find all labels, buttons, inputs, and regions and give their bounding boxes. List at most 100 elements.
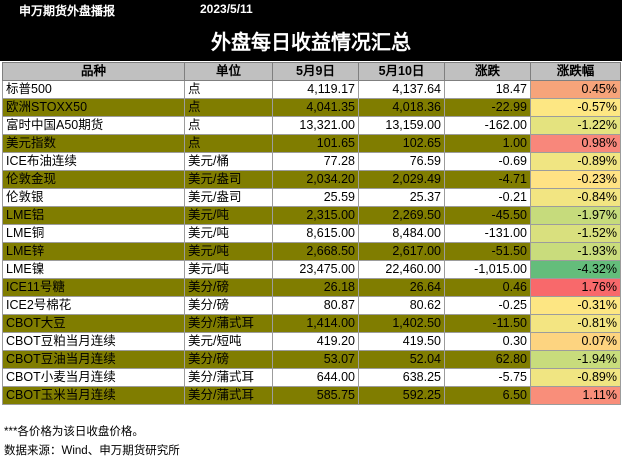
cell-change-pct: 0.07% — [530, 332, 621, 351]
cell-change: -5.75 — [444, 368, 531, 387]
cell-unit: 美元/吨 — [184, 260, 273, 279]
cell-day2-price: 2,617.00 — [358, 242, 445, 261]
cell-day1-price: 23,475.00 — [272, 260, 359, 279]
column-header-day1: 5月9日 — [272, 62, 359, 81]
cell-name: 欧洲STOXX50 — [2, 98, 185, 117]
cell-change: -4.71 — [444, 170, 531, 189]
cell-change-pct: -0.23% — [530, 170, 621, 189]
cell-name: 伦敦金现 — [2, 170, 185, 189]
cell-change-pct: 1.76% — [530, 278, 621, 297]
cell-day1-price: 419.20 — [272, 332, 359, 351]
column-header-name: 品种 — [2, 62, 185, 81]
cell-name: 富时中国A50期货 — [2, 116, 185, 135]
cell-day1-price: 2,034.20 — [272, 170, 359, 189]
table-row: 标普500 点 4,119.17 4,137.64 18.47 0.45% — [2, 80, 621, 99]
cell-unit: 美元/盎司 — [184, 170, 273, 189]
column-header-day2: 5月10日 — [358, 62, 445, 81]
cell-unit: 美分/磅 — [184, 278, 273, 297]
column-header-unit: 单位 — [184, 62, 273, 81]
cell-change: -0.25 — [444, 296, 531, 315]
cell-unit: 美分/蒲式耳 — [184, 314, 273, 333]
cell-name: 伦敦银 — [2, 188, 185, 207]
table-header-row: 品种 单位 5月9日 5月10日 涨跌 涨跌幅 — [2, 62, 621, 81]
cell-change-pct: -0.57% — [530, 98, 621, 117]
cell-name: 美元指数 — [2, 134, 185, 153]
cell-change-pct: -1.52% — [530, 224, 621, 243]
price-footnote: ***各价格为该日收盘价格。 — [4, 426, 144, 438]
cell-day1-price: 644.00 — [272, 368, 359, 387]
table-row: 美元指数点 101.65 102.65 1.00 0.98% — [2, 134, 621, 153]
cell-change-pct: -0.89% — [530, 152, 621, 171]
cell-day2-price: 76.59 — [358, 152, 445, 171]
cell-day2-price: 26.64 — [358, 278, 445, 297]
cell-day1-price: 2,668.50 — [272, 242, 359, 261]
cell-unit: 美元/桶 — [184, 152, 273, 171]
cell-unit: 美分/磅 — [184, 296, 273, 315]
cell-change-pct: -0.81% — [530, 314, 621, 333]
table-row: ICE布油连续 美元/桶 77.28 76.59 -0.69 -0.89% — [2, 152, 621, 171]
cell-name: CBOT豆粕当月连续 — [2, 332, 185, 351]
cell-day1-price: 13,321.00 — [272, 116, 359, 135]
cell-day2-price: 2,029.49 — [358, 170, 445, 189]
cell-day1-price: 80.87 — [272, 296, 359, 315]
cell-change-pct: -0.89% — [530, 368, 621, 387]
data-source-note: 数据来源：Wind、申万期货研究所 — [4, 445, 180, 457]
cell-day2-price: 4,137.64 — [358, 80, 445, 99]
cell-day2-price: 22,460.00 — [358, 260, 445, 279]
cell-day1-price: 26.18 — [272, 278, 359, 297]
cell-change-pct: 0.98% — [530, 134, 621, 153]
cell-name: CBOT小麦当月连续 — [2, 368, 185, 387]
table-row: LME铝 美元/吨 2,315.00 2,269.50 -45.50 -1.97% — [2, 206, 621, 225]
cell-day2-price: 13,159.00 — [358, 116, 445, 135]
table-row: ICE2号棉花 美分/磅 80.87 80.62 -0.25 -0.31% — [2, 296, 621, 315]
cell-day2-price: 638.25 — [358, 368, 445, 387]
cell-change: -51.50 — [444, 242, 531, 261]
cell-unit: 点 — [184, 116, 273, 135]
cell-unit: 美元/吨 — [184, 242, 273, 261]
cell-unit: 美元/吨 — [184, 224, 273, 243]
cell-day2-price: 80.62 — [358, 296, 445, 315]
report-header-bar: 申万期货外盘播报 2023/5/11 — [0, 0, 622, 19]
cell-name: CBOT豆油当月连续 — [2, 350, 185, 369]
table-row: CBOT大豆 美分/蒲式耳 1,414.00 1,402.50 -11.50 -0.81% — [2, 314, 621, 333]
cell-change: 62.80 — [444, 350, 531, 369]
table-row: LME锌 美元/吨 2,668.50 2,617.00 -51.50 -1.93% — [2, 242, 621, 261]
cell-change: -11.50 — [444, 314, 531, 333]
cell-change: -22.99 — [444, 98, 531, 117]
cell-change: 18.47 — [444, 80, 531, 99]
cell-unit: 点 — [184, 98, 273, 117]
company-name: 申万期货外盘播报 — [19, 4, 116, 18]
cell-name: CBOT玉米当月连续 — [2, 386, 185, 405]
table-row: 伦敦金现 美元/盎司 2,034.20 2,029.49 -4.71 -0.23% — [2, 170, 621, 189]
report-date: 2023/5/11 — [200, 2, 253, 16]
cell-change: -0.69 — [444, 152, 531, 171]
table-row: ICE11号糖 美分/磅 26.18 26.64 0.46 1.76% — [2, 278, 621, 297]
cell-unit: 美分/蒲式耳 — [184, 386, 273, 405]
cell-day1-price: 2,315.00 — [272, 206, 359, 225]
cell-unit: 美元/盎司 — [184, 188, 273, 207]
cell-day2-price: 419.50 — [358, 332, 445, 351]
table-body: 标普500 点 4,119.17 4,137.64 18.47 0.45% 欧洲STOXX5… — [2, 80, 621, 405]
table-row: CBOT豆粕当月连续 美元/短吨 419.20 419.50 0.30 0.07% — [2, 332, 621, 351]
cell-day1-price: 585.75 — [272, 386, 359, 405]
cell-change: 1.00 — [444, 134, 531, 153]
table-row: LME铜 美元/吨 8,615.00 8,484.00 -131.00 -1.52% — [2, 224, 621, 243]
cell-name: ICE2号棉花 — [2, 296, 185, 315]
column-header-change: 涨跌 — [444, 62, 531, 81]
report-title: 外盘每日收益情况汇总 — [0, 19, 622, 61]
table-row: 富时中国A50期货点 13,321.00 13,159.00 -162.00 -1.22… — [2, 116, 621, 135]
cell-change-pct: -1.94% — [530, 350, 621, 369]
cell-day1-price: 4,041.35 — [272, 98, 359, 117]
cell-change: 0.46 — [444, 278, 531, 297]
cell-change-pct: 1.11% — [530, 386, 621, 405]
cell-change-pct: 0.45% — [530, 80, 621, 99]
cell-change: 0.30 — [444, 332, 531, 351]
cell-change-pct: -0.84% — [530, 188, 621, 207]
cell-unit: 点 — [184, 134, 273, 153]
cell-name: LME铜 — [2, 224, 185, 243]
cell-day2-price: 1,402.50 — [358, 314, 445, 333]
cell-day1-price: 77.28 — [272, 152, 359, 171]
cell-day1-price: 101.65 — [272, 134, 359, 153]
cell-name: ICE11号糖 — [2, 278, 185, 297]
cell-change: -162.00 — [444, 116, 531, 135]
